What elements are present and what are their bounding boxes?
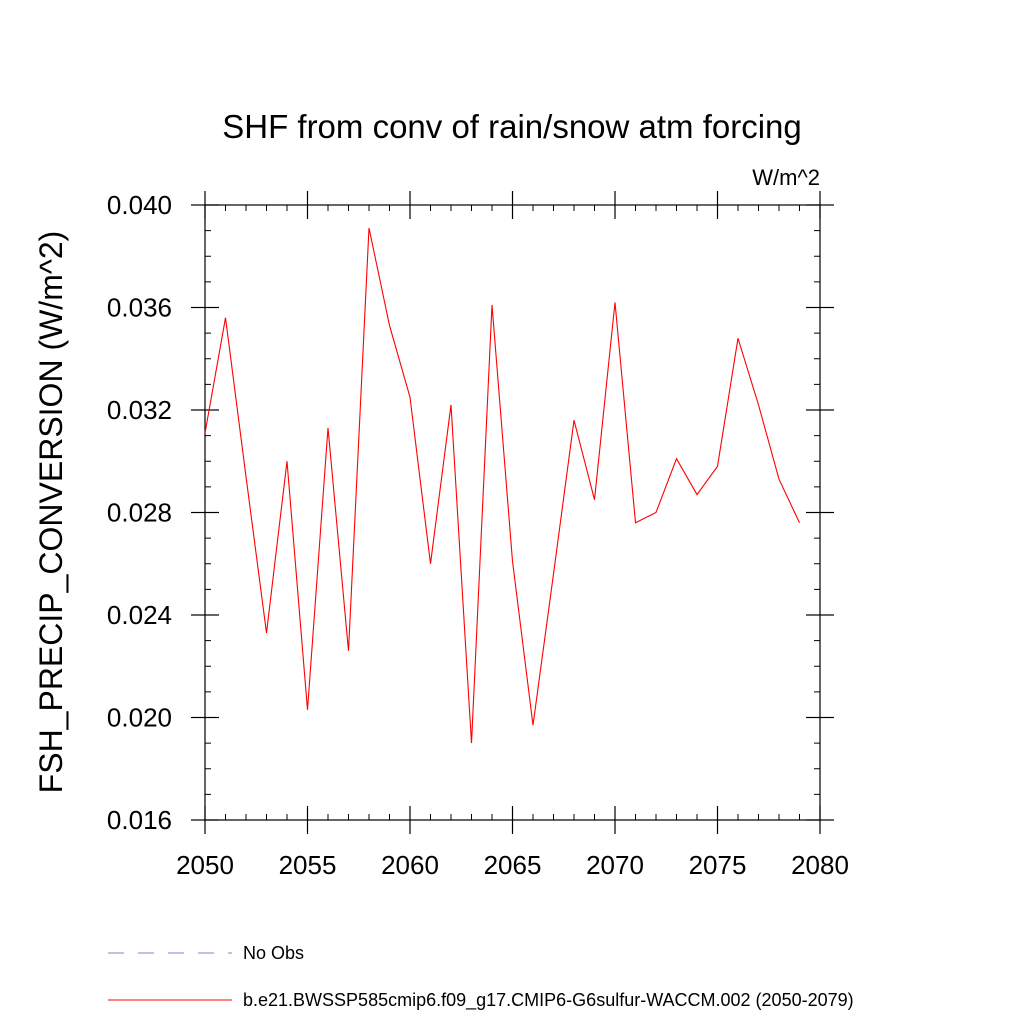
units-label: W/m^2 [752, 165, 820, 190]
chart-title: SHF from conv of rain/snow atm forcing [222, 108, 802, 145]
y-tick-label: 0.036 [107, 293, 172, 323]
x-tick-label: 2080 [791, 850, 849, 880]
series-layer [204, 227, 800, 744]
legend: No Obs b.e21.BWSSP585cmip6.f09_g17.CMIP6… [108, 943, 854, 1011]
series-line-0 [204, 227, 800, 744]
x-tick-label: 2050 [176, 850, 234, 880]
legend-label-model: b.e21.BWSSP585cmip6.f09_g17.CMIP6-G6sulf… [243, 990, 854, 1011]
major-ticks [191, 191, 834, 834]
y-tick-label: 0.032 [107, 395, 172, 425]
y-tick-label: 0.016 [107, 805, 172, 835]
y-tick-labels: 0.016 0.020 0.024 0.028 0.032 0.036 0.040 [107, 190, 172, 835]
y-tick-label: 0.024 [107, 600, 172, 630]
y-tick-label: 0.028 [107, 498, 172, 528]
x-tick-label: 2055 [279, 850, 337, 880]
minor-ticks [205, 205, 820, 820]
legend-label-no-obs: No Obs [243, 943, 304, 963]
y-tick-label: 0.040 [107, 190, 172, 220]
x-tick-label: 2070 [586, 850, 644, 880]
x-tick-label: 2060 [381, 850, 439, 880]
x-tick-label: 2075 [689, 850, 747, 880]
x-tick-label: 2065 [484, 850, 542, 880]
x-tick-labels: 2050 2055 2060 2065 2070 2075 2080 [176, 850, 849, 880]
y-axis-label: FSH_PRECIP_CONVERSION (W/m^2) [33, 231, 69, 794]
plot-frame [204, 204, 821, 821]
y-tick-label: 0.020 [107, 703, 172, 733]
